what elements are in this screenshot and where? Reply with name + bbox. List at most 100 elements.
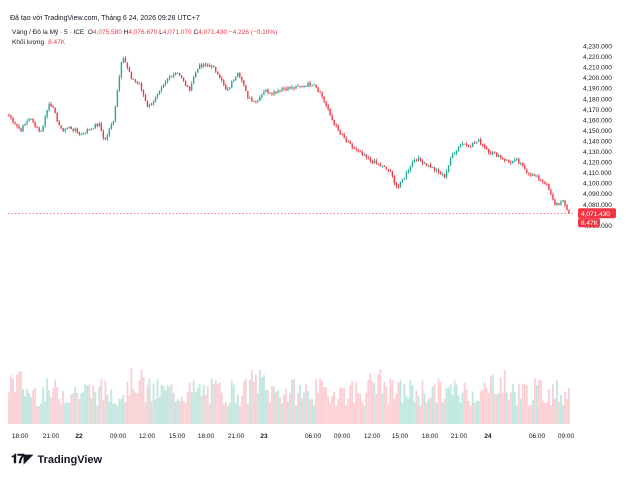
- last-volume-tag: [578, 218, 600, 228]
- candle-body: [86, 129, 88, 134]
- y-tick-label: 4,080.000: [583, 202, 612, 209]
- volume-bar: [503, 369, 506, 424]
- volume-bar: [439, 382, 442, 424]
- candle-body: [140, 83, 143, 91]
- candle-body: [379, 163, 382, 167]
- candle-body: [389, 170, 392, 172]
- candle-body: [96, 124, 99, 126]
- candle-body: [279, 90, 281, 92]
- x-tick-label: 09:00: [334, 433, 351, 440]
- volume-bar: [533, 378, 536, 424]
- volume-bar: [160, 384, 163, 424]
- volume-bar: [357, 393, 360, 424]
- volume-bar: [495, 394, 498, 424]
- candle-body: [200, 64, 203, 67]
- candle-body: [90, 128, 92, 130]
- candle-body: [554, 199, 556, 206]
- volume-bar: [28, 393, 30, 424]
- volume-bar: [38, 405, 41, 424]
- volume-bar: [148, 378, 151, 424]
- y-tick-label: 4,100.000: [583, 181, 612, 188]
- candle-body: [202, 64, 205, 67]
- volume-bar: [387, 404, 390, 424]
- candle-body: [550, 190, 552, 195]
- tradingview-brand[interactable]: 𝟏𝟕◤ TradingView: [11, 452, 102, 467]
- candle-body: [275, 91, 277, 93]
- volume-bar: [218, 382, 221, 424]
- candle-body: [78, 132, 80, 135]
- candle-body: [459, 145, 462, 147]
- candle-body: [122, 58, 125, 63]
- candle-body: [24, 123, 26, 126]
- tradingview-logo-icon: 𝟏𝟕◤: [11, 452, 33, 467]
- x-tick-label: 09:00: [110, 433, 127, 440]
- volume-bar: [317, 392, 320, 424]
- volume-bar: [118, 399, 121, 424]
- volume-bar: [359, 394, 362, 424]
- volume-bar: [437, 378, 440, 424]
- volume-bar: [329, 403, 332, 424]
- volume-bar: [327, 396, 330, 424]
- candle-body: [514, 159, 516, 161]
- volume-row: Khối lượng 8.47K: [12, 38, 277, 48]
- candle-body: [309, 82, 311, 86]
- candle-body: [152, 101, 155, 105]
- candle-body: [544, 182, 546, 185]
- volume-bar: [230, 380, 233, 424]
- candle-body: [331, 115, 333, 121]
- candle-body: [164, 81, 167, 85]
- volume-bar: [64, 403, 67, 424]
- volume-bar: [399, 379, 402, 424]
- volume-bar: [42, 387, 45, 424]
- candle-body: [54, 108, 56, 113]
- volume-bar: [122, 394, 125, 424]
- symbol-label[interactable]: Vàng / Đô la Mỹ · 5 · ICE: [12, 29, 85, 36]
- volume-bar: [491, 374, 494, 424]
- volume-bar: [335, 405, 338, 424]
- volume-bar: [124, 402, 127, 424]
- candle-body: [120, 62, 123, 77]
- volume-bar: [507, 400, 510, 424]
- candle-body: [136, 81, 139, 84]
- volume-bar: [62, 391, 65, 424]
- candle-body: [560, 201, 562, 205]
- volume-bar: [451, 395, 454, 424]
- candle-body: [219, 74, 221, 79]
- candle-body: [457, 146, 460, 151]
- volume-bar: [467, 400, 470, 424]
- candle-body: [12, 117, 14, 123]
- volume-bar: [309, 399, 311, 424]
- candle-body: [291, 87, 293, 89]
- candle-body: [479, 139, 482, 145]
- y-tick-label: 4,130.000: [583, 149, 612, 156]
- volume-bar: [473, 402, 476, 424]
- volume-bar: [12, 378, 14, 424]
- volume-bar: [152, 383, 155, 424]
- candle-body: [488, 149, 490, 153]
- candle-body: [48, 103, 50, 110]
- candle-body: [142, 90, 145, 96]
- volume-bar: [421, 380, 424, 424]
- candle-body: [530, 174, 532, 176]
- candle-body: [528, 172, 530, 175]
- volume-bar: [232, 384, 235, 424]
- candle-body: [461, 143, 464, 146]
- candle-body: [429, 164, 432, 168]
- high-value: 4,076.670: [128, 29, 158, 36]
- volume-bar: [30, 397, 32, 424]
- candle-body: [483, 144, 486, 148]
- volume-bar: [154, 399, 157, 424]
- candle-body: [315, 84, 317, 88]
- candle-body: [52, 106, 54, 109]
- candle-body: [365, 154, 367, 158]
- volume-bar: [128, 395, 131, 424]
- volume-bar: [24, 396, 26, 424]
- volume-bar: [485, 387, 488, 424]
- volume-label[interactable]: Khối lượng: [12, 39, 45, 46]
- candle-body: [473, 143, 476, 144]
- volume-bar: [379, 369, 382, 424]
- volume-bar: [198, 383, 201, 424]
- volume-bar: [389, 378, 392, 424]
- candle-body: [481, 144, 484, 146]
